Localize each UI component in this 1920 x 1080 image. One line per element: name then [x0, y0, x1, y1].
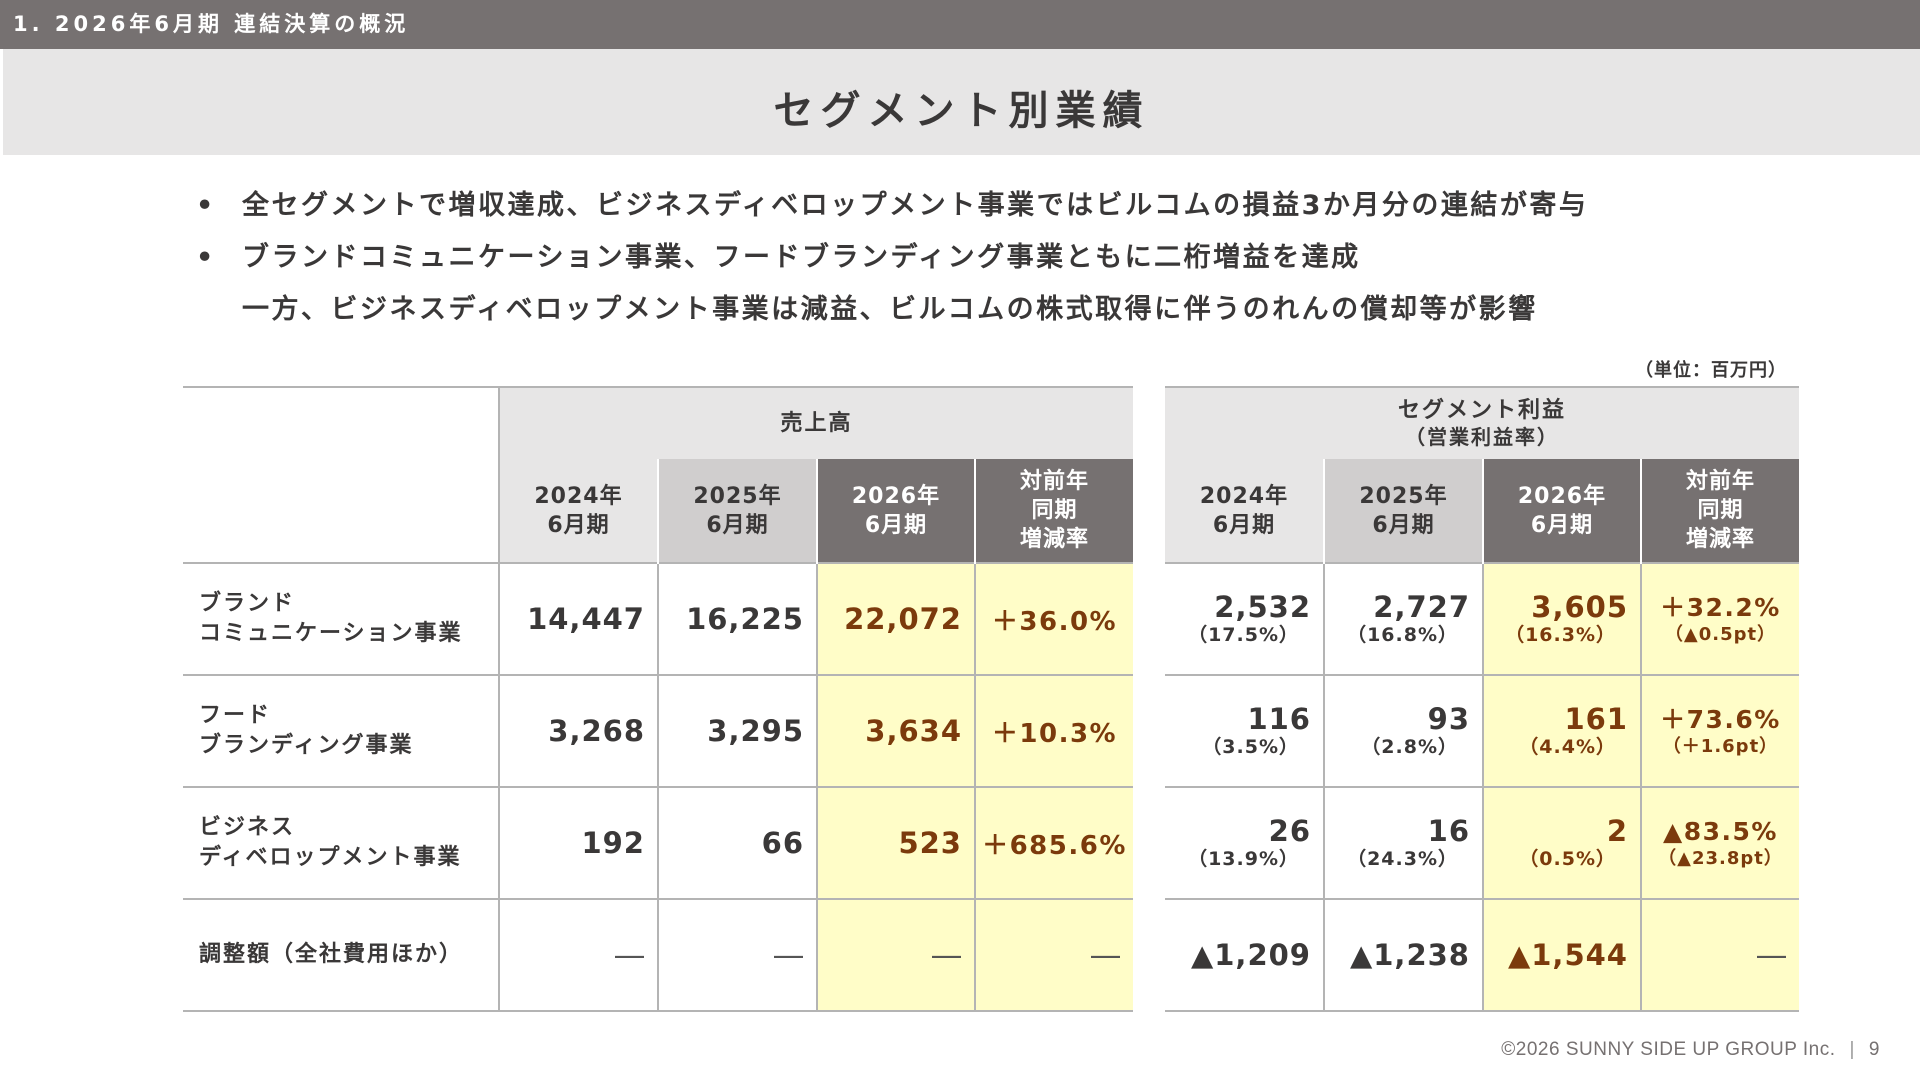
- table-row: ビジネス ディベロップメント事業 192 66 523 ＋685.6%: [183, 787, 1133, 900]
- col-header-2024: 2024年 6月期: [498, 459, 658, 563]
- col-header-2024: 2024年 6月期: [1165, 459, 1324, 563]
- sales-cell: ―: [657, 899, 817, 1012]
- col-header-2026: 2026年 6月期: [1482, 459, 1641, 563]
- sales-cell: 3,268: [498, 675, 658, 788]
- col-header-yoy: 対前年 同期 増減率: [974, 459, 1133, 563]
- profit-yoy-cell: ―: [1640, 899, 1799, 1012]
- sales-yoy-cell: ＋36.0%: [974, 562, 1133, 676]
- table-row: 2,532 （17.5%） 2,727 （16.8%） 3,605 （16.3%） ＋…: [1165, 562, 1799, 676]
- bullet-text: ブランドコミュニケーション事業、フードブランディング事業ともに二桁増益を達成: [242, 242, 1361, 273]
- sales-cell: 16,225: [657, 562, 817, 676]
- profit-cell: 2,532 （17.5%）: [1165, 562, 1324, 676]
- sales-yoy-cell: ＋10.3%: [974, 675, 1133, 788]
- profit-yoy-cell: ＋32.2% （▲0.5pt）: [1640, 562, 1799, 676]
- profit-group-header: セグメント利益 （営業利益率）: [1165, 386, 1799, 459]
- section-header-bar: 1. 2026年6月期 連結決算の概況: [0, 0, 1920, 49]
- bullet-text: 一方、ビジネスディベロップメント事業は減益、ビルコムの株式取得に伴うのれんの償却…: [242, 294, 1538, 325]
- col-header-2025: 2025年 6月期: [1323, 459, 1483, 563]
- section-title: 1. 2026年6月期 連結決算の概況: [13, 12, 410, 36]
- blank-corner: [183, 459, 499, 563]
- bullet-item: • ブランドコミュニケーション事業、フードブランディング事業ともに二桁増益を達成: [190, 232, 1830, 284]
- profit-cell-current: 3,605 （16.3%）: [1482, 562, 1641, 676]
- profit-cell: 16 （24.3%）: [1323, 787, 1483, 900]
- footer: ©2026 SUNNY SIDE UP GROUP Inc. | 9: [1501, 1039, 1880, 1061]
- profit-cell: 116 （3.5%）: [1165, 675, 1324, 788]
- row-label: ビジネス ディベロップメント事業: [183, 787, 499, 900]
- sales-cell: 66: [657, 787, 817, 900]
- blank-corner: [183, 386, 499, 459]
- bullet-marker: •: [196, 190, 216, 221]
- sales-cell-current: ―: [816, 899, 975, 1012]
- profit-cell-current: ▲1,544: [1482, 899, 1641, 1012]
- profit-cell: 2,727 （16.8%）: [1323, 562, 1483, 676]
- copyright: ©2026 SUNNY SIDE UP GROUP Inc.: [1501, 1039, 1836, 1060]
- profit-cell-current: 161 （4.4%）: [1482, 675, 1641, 788]
- bullet-item: • 全セグメントで増収達成、ビジネスディベロップメント事業ではビルコムの損益3か…: [190, 180, 1830, 232]
- sales-yoy-cell: ＋685.6%: [974, 787, 1133, 900]
- summary-bullets: • 全セグメントで増収達成、ビジネスディベロップメント事業ではビルコムの損益3か…: [190, 180, 1830, 336]
- sales-yoy-cell: ―: [974, 899, 1133, 1012]
- unit-note: （単位：百万円）: [1635, 360, 1787, 381]
- profit-cell-current: 2 （0.5%）: [1482, 787, 1641, 900]
- col-header-2025: 2025年 6月期: [657, 459, 817, 563]
- table-row: 26 （13.9%） 16 （24.3%） 2 （0.5%） ▲83.5% （▲23.8…: [1165, 787, 1799, 900]
- col-header-yoy: 対前年 同期 増減率: [1640, 459, 1799, 563]
- sales-cell: 192: [498, 787, 658, 900]
- profit-table: セグメント利益 （営業利益率） 2024年 6月期 2025年 6月期 2026年 6月…: [1165, 386, 1799, 1012]
- page-title: セグメント別業績: [773, 88, 1150, 134]
- footer-separator: |: [1849, 1039, 1855, 1060]
- row-label: ブランド コミュニケーション事業: [183, 562, 499, 676]
- sales-table: 売上高 2024年 6月期 2025年 6月期 2026年 6月期 対前年 同期 増減率 …: [183, 386, 1133, 1012]
- profit-cell: 26 （13.9%）: [1165, 787, 1324, 900]
- bullet-item: 一方、ビジネスディベロップメント事業は減益、ビルコムの株式取得に伴うのれんの償却…: [190, 284, 1830, 336]
- table-row: フード ブランディング事業 3,268 3,295 3,634 ＋10.3%: [183, 675, 1133, 788]
- row-label: フード ブランディング事業: [183, 675, 499, 788]
- profit-yoy-cell: ＋73.6% （＋1.6pt）: [1640, 675, 1799, 788]
- table-row: ▲1,209 ▲1,238 ▲1,544 ―: [1165, 899, 1799, 1012]
- row-label: 調整額（全社費用ほか）: [183, 899, 499, 1012]
- bullet-marker: •: [196, 242, 216, 273]
- profit-cell: 93 （2.8%）: [1323, 675, 1483, 788]
- sales-group-header: 売上高: [498, 386, 1133, 459]
- table-row: 116 （3.5%） 93 （2.8%） 161 （4.4%） ＋73.6% （＋1.6…: [1165, 675, 1799, 788]
- sales-cell-current: 22,072: [816, 562, 975, 676]
- profit-cell: ▲1,238: [1323, 899, 1483, 1012]
- sales-cell: 3,295: [657, 675, 817, 788]
- col-header-2026: 2026年 6月期: [816, 459, 975, 563]
- sales-cell-current: 3,634: [816, 675, 975, 788]
- page-number: 9: [1868, 1039, 1880, 1060]
- table-row: 調整額（全社費用ほか） ― ― ― ―: [183, 899, 1133, 1012]
- sales-cell: ―: [498, 899, 658, 1012]
- sales-cell: 14,447: [498, 562, 658, 676]
- table-row: ブランド コミュニケーション事業 14,447 16,225 22,072 ＋36…: [183, 562, 1133, 676]
- title-band: セグメント別業績: [3, 49, 1920, 155]
- bullet-text: 全セグメントで増収達成、ビジネスディベロップメント事業ではビルコムの損益3か月分…: [242, 190, 1589, 221]
- profit-yoy-cell: ▲83.5% （▲23.8pt）: [1640, 787, 1799, 900]
- sales-cell-current: 523: [816, 787, 975, 900]
- profit-cell: ▲1,209: [1165, 899, 1324, 1012]
